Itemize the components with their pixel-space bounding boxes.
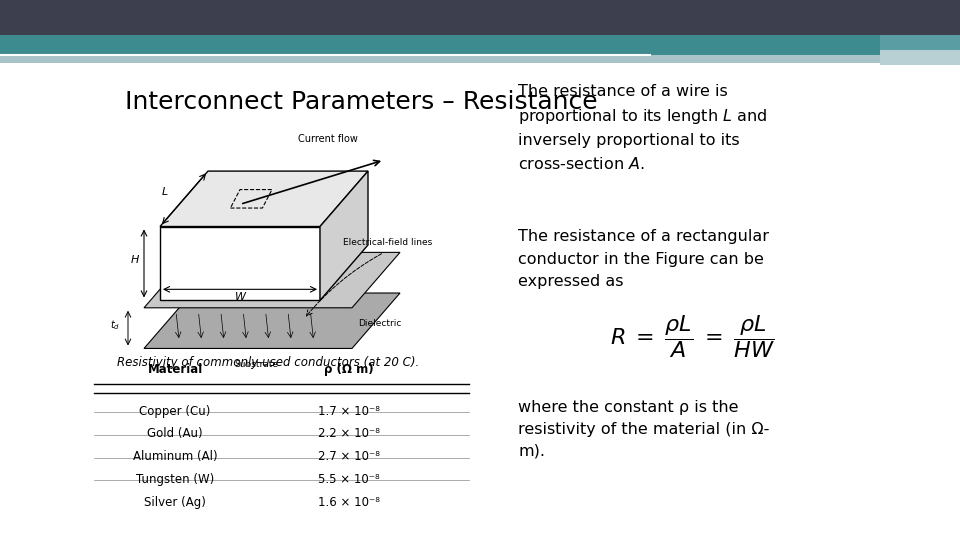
Bar <box>0 0 960 35</box>
Text: Electrical-field lines: Electrical-field lines <box>343 238 432 247</box>
Text: ρ (Ω m): ρ (Ω m) <box>324 363 373 376</box>
Text: W: W <box>234 293 246 302</box>
Text: 2.2 × 10⁻⁸: 2.2 × 10⁻⁸ <box>318 428 379 441</box>
Text: Tungsten (W): Tungsten (W) <box>136 473 214 486</box>
Text: The resistance of a wire is
proportional to its length $\it{L}$ and
inversely pr: The resistance of a wire is proportional… <box>518 84 767 172</box>
Text: 1.7 × 10⁻⁸: 1.7 × 10⁻⁸ <box>318 405 379 418</box>
Bar <box>880 35 960 50</box>
Bar <box>880 50 960 65</box>
Text: Dielectric: Dielectric <box>358 319 402 328</box>
Text: 2.7 × 10⁻⁸: 2.7 × 10⁻⁸ <box>318 450 379 463</box>
Polygon shape <box>144 293 400 348</box>
Text: The resistance of a rectangular
conductor in the Figure can be
expressed as: The resistance of a rectangular conducto… <box>518 230 769 289</box>
Text: Silver (Ag): Silver (Ag) <box>144 496 206 509</box>
Polygon shape <box>160 171 368 226</box>
Text: Interconnect Parameters – Resistance: Interconnect Parameters – Resistance <box>125 90 598 114</box>
Text: Current flow: Current flow <box>298 133 358 144</box>
Text: 1.6 × 10⁻⁸: 1.6 × 10⁻⁸ <box>318 496 379 509</box>
Text: L: L <box>161 187 168 197</box>
Text: Resistivity of commonly-used conductors (at 20 C).: Resistivity of commonly-used conductors … <box>117 356 419 369</box>
Text: H: H <box>131 255 138 266</box>
Text: Material: Material <box>148 363 203 376</box>
Polygon shape <box>160 226 320 300</box>
Text: $R\; =\; \dfrac{\rho L}{A}\; =\; \dfrac{\rho L}{HW}$: $R\; =\; \dfrac{\rho L}{A}\; =\; \dfrac{… <box>610 313 775 360</box>
Text: $t_d$: $t_d$ <box>110 318 120 332</box>
Polygon shape <box>320 171 368 300</box>
Text: Substrate: Substrate <box>234 360 278 369</box>
Bar <box>0 55 960 63</box>
Text: Copper (Cu): Copper (Cu) <box>139 405 211 418</box>
Text: Aluminum (Al): Aluminum (Al) <box>132 450 217 463</box>
Text: 5.5 × 10⁻⁸: 5.5 × 10⁻⁸ <box>318 473 379 486</box>
Text: where the constant ρ is the
resistivity of the material (in Ω-
m).: where the constant ρ is the resistivity … <box>518 400 770 459</box>
Polygon shape <box>144 252 400 308</box>
Text: Gold (Au): Gold (Au) <box>147 428 203 441</box>
Bar <box>0 35 960 55</box>
